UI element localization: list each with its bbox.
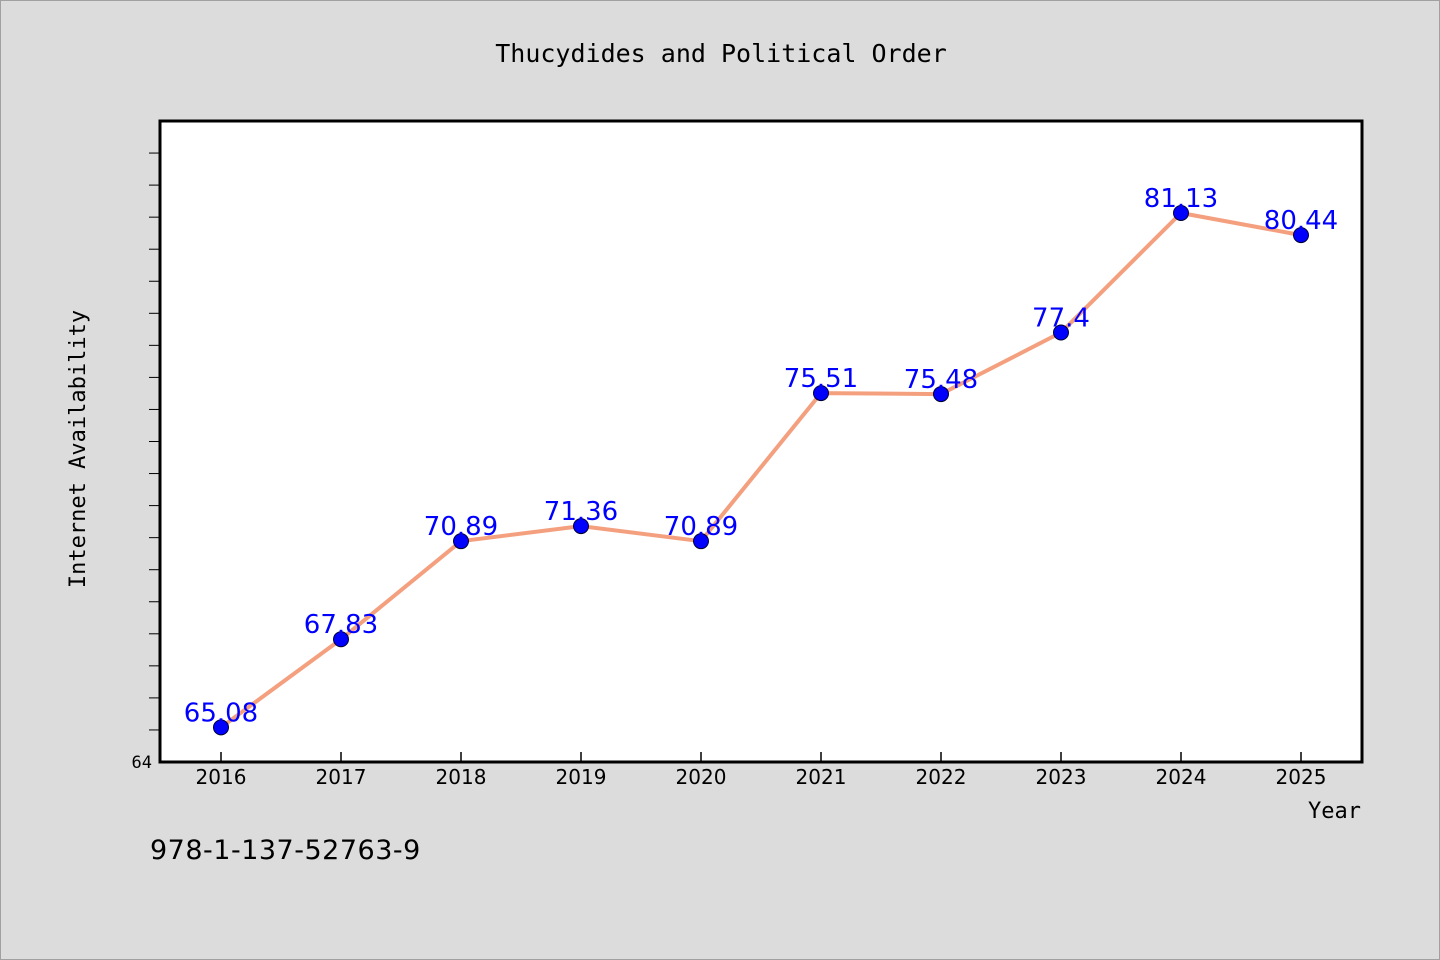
data-label-2022: 75.48	[904, 365, 978, 395]
data-point-2022	[933, 386, 949, 403]
data-label-2019: 71.36	[544, 497, 618, 527]
x-tick-label-2024: 2024	[1156, 765, 1207, 789]
data-point-2018	[453, 533, 469, 550]
y-axis-label: Internet Availability	[66, 310, 91, 588]
data-point-2017	[333, 631, 349, 648]
data-label-2025: 80.44	[1264, 206, 1338, 236]
data-point-2023	[1053, 324, 1069, 341]
x-tick-label-2016: 2016	[196, 765, 247, 789]
data-point-2019	[573, 518, 589, 535]
y-axis-ticks	[149, 152, 160, 731]
isbn-code: 978-1-137-52763-9	[150, 835, 421, 866]
x-tick-label-2017: 2017	[316, 765, 367, 789]
x-tick-label-2021: 2021	[796, 765, 847, 789]
x-tick-label-2022: 2022	[916, 765, 967, 789]
x-tick-label-2025: 2025	[1276, 765, 1327, 789]
x-tick-label-2020: 2020	[676, 765, 727, 789]
data-label-2021: 75.51	[784, 364, 858, 394]
data-label-2017: 67.83	[304, 610, 378, 640]
series-markers	[213, 204, 1309, 736]
x-axis-tick-labels: 2016 2017 2018 2019 2020 2021 2022 2023 2024 2025	[196, 765, 1327, 789]
data-label-2016: 65.08	[184, 698, 258, 728]
plot-area	[158, 119, 1364, 764]
x-tick-label-2018: 2018	[436, 765, 487, 789]
x-tick-label-2023: 2023	[1036, 765, 1087, 789]
data-point-2020	[693, 533, 709, 550]
x-tick-label-2019: 2019	[556, 765, 607, 789]
data-label-2018: 70.89	[424, 512, 498, 542]
series-line	[219, 210, 1303, 730]
data-label-2024: 81.13	[1144, 184, 1218, 214]
data-point-2024	[1173, 204, 1189, 221]
y-tick-label-min: 64	[132, 753, 152, 773]
x-axis-label: Year	[1308, 799, 1361, 824]
data-label-2020: 70.89	[664, 512, 738, 542]
chart-title: Thucydides and Political Order	[495, 39, 947, 68]
data-label-2023: 77.4	[1032, 304, 1090, 334]
data-point-2021	[813, 385, 829, 402]
x-axis-ticks	[220, 752, 1302, 762]
data-labels: 65.08 67.83 70.89 71.36 70.89 75.51 75.48 77.4 8…	[184, 184, 1338, 728]
data-point-2025	[1293, 227, 1309, 244]
data-point-2016	[213, 719, 229, 736]
